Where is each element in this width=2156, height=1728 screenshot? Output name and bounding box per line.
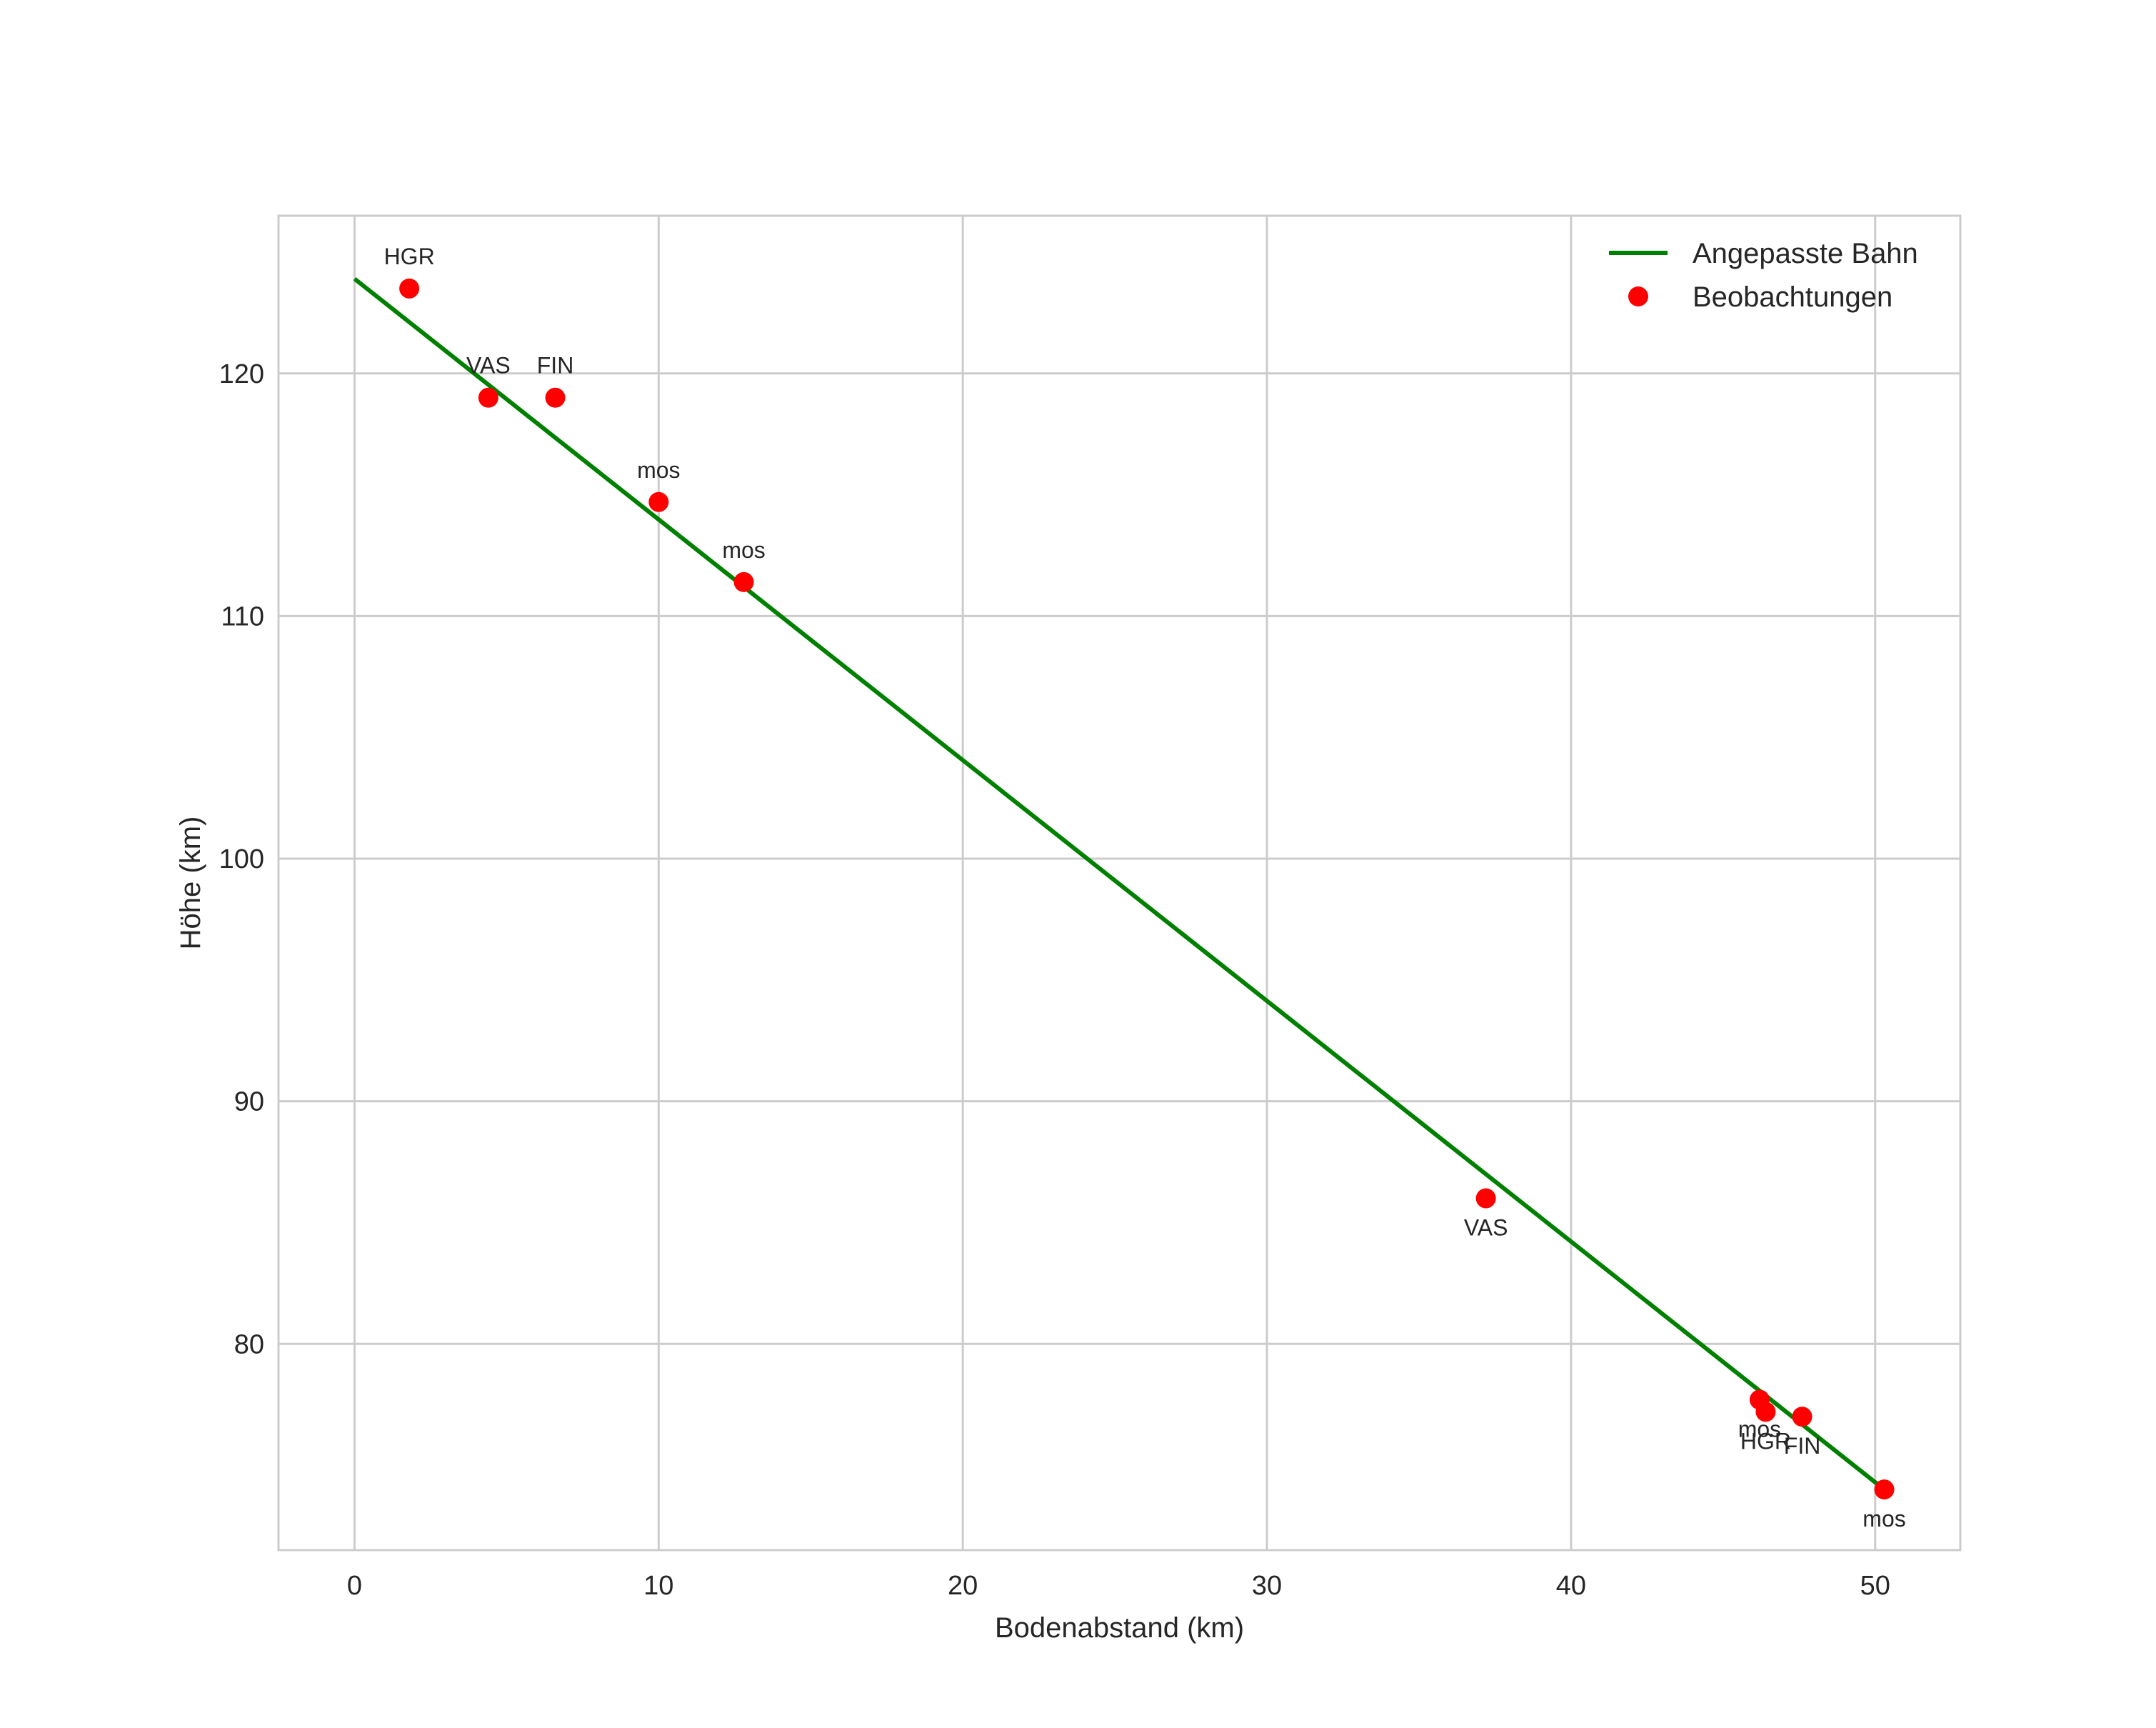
y-tick-label: 120 bbox=[219, 359, 264, 389]
observation-point bbox=[1792, 1407, 1812, 1427]
observation-point bbox=[1755, 1402, 1776, 1422]
station-label: mos bbox=[1862, 1506, 1905, 1532]
observation-point bbox=[478, 387, 498, 408]
station-label: mos bbox=[1738, 1416, 1781, 1442]
x-axis-ticks: 0 10 20 30 40 50 bbox=[347, 1571, 1890, 1601]
station-label: VAS bbox=[1464, 1215, 1508, 1241]
x-tick-label: 50 bbox=[1860, 1571, 1890, 1601]
station-label: FIN bbox=[1784, 1433, 1821, 1459]
x-tick-label: 0 bbox=[347, 1571, 362, 1601]
plot-frame bbox=[277, 214, 1962, 1552]
observation-point bbox=[733, 571, 754, 592]
y-tick-label: 80 bbox=[234, 1329, 264, 1359]
observation-point bbox=[1874, 1479, 1895, 1500]
observation-point bbox=[399, 278, 420, 299]
fit-line-path bbox=[353, 276, 1886, 1492]
station-label: FIN bbox=[537, 353, 574, 379]
station-label: HGR bbox=[1740, 1428, 1791, 1454]
x-tick-label: 30 bbox=[1252, 1571, 1282, 1601]
x-tick-label: 40 bbox=[1556, 1571, 1586, 1601]
station-label: HGR bbox=[384, 244, 435, 269]
y-tick-label: 100 bbox=[219, 844, 264, 874]
legend-dot-icon bbox=[1628, 286, 1648, 306]
legend-label-observations: Beobachtungen bbox=[1693, 281, 1892, 313]
x-tick-label: 10 bbox=[643, 1571, 673, 1601]
x-tick-label: 20 bbox=[948, 1571, 978, 1601]
y-axis-ticks: 80 90 100 110 120 bbox=[219, 359, 264, 1360]
grid bbox=[279, 216, 1960, 1550]
observation-points bbox=[399, 278, 1895, 1500]
station-label: mos bbox=[637, 457, 680, 483]
y-tick-label: 90 bbox=[234, 1087, 264, 1117]
observation-point bbox=[648, 491, 669, 512]
legend: Angepasste Bahn Beobachtungen bbox=[1609, 238, 1918, 313]
legend-label-fit: Angepasste Bahn bbox=[1693, 238, 1918, 269]
y-axis-label: Höhe (km) bbox=[175, 816, 206, 950]
station-label: VAS bbox=[466, 353, 511, 379]
observation-point bbox=[1475, 1188, 1496, 1209]
x-axis-label: Bodenabstand (km) bbox=[995, 1612, 1244, 1644]
observation-point bbox=[545, 387, 566, 408]
fit-line bbox=[353, 276, 1886, 1492]
y-tick-label: 110 bbox=[221, 601, 264, 631]
station-label: mos bbox=[722, 537, 765, 563]
